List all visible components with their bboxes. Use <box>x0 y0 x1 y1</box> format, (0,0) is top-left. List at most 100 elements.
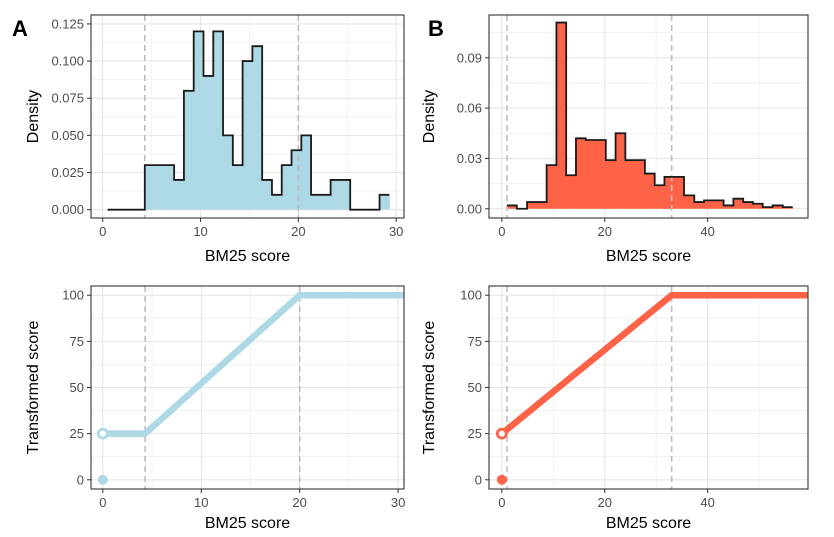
y-tick-label: 0.03 <box>457 151 482 166</box>
histogram-bar <box>664 176 675 209</box>
histogram-bar <box>566 175 577 209</box>
plot-body <box>107 15 390 218</box>
histogram-bar <box>694 202 705 209</box>
histogram-bar <box>183 90 195 210</box>
x-axis-title: BM25 score <box>606 248 691 265</box>
histogram-bar <box>330 179 341 210</box>
histogram-bar <box>507 205 518 209</box>
y-tick-label: 0.09 <box>457 50 482 65</box>
x-tick-label: 0 <box>99 224 106 239</box>
x-tick-label: 20 <box>292 495 306 510</box>
histogram-bar <box>311 194 322 210</box>
histogram-bar <box>674 176 685 209</box>
histogram-bar <box>536 202 548 209</box>
x-tick-label: 10 <box>194 495 208 510</box>
y-tick-label: 0.100 <box>51 54 84 69</box>
histogram-step-outline <box>507 21 793 210</box>
y-tick-label: 75 <box>70 334 84 349</box>
histogram-step-outline <box>107 30 390 211</box>
y-tick-label: 25 <box>468 426 482 441</box>
y-tick-label: 75 <box>468 334 482 349</box>
x-tick-label: 30 <box>391 495 405 510</box>
plot-body <box>495 286 808 489</box>
open-point-marker <box>495 427 508 440</box>
panel-b-density-histogram: 0 20 40 0.00 0.03 0.06 0.09 BM25 score Density <box>421 14 809 265</box>
y-axis-title: Density <box>421 90 438 143</box>
histogram-bar <box>644 173 656 209</box>
histogram-bar <box>595 139 607 209</box>
histogram-bar <box>527 202 538 209</box>
histogram-bar <box>575 138 587 209</box>
panel-letter-b: B <box>428 16 444 41</box>
x-tick-label: 0 <box>99 495 106 510</box>
histogram-bar <box>193 31 204 210</box>
y-tick-label: 0.050 <box>51 128 84 143</box>
histogram-bar <box>585 139 597 209</box>
x-tick-label: 40 <box>700 224 714 239</box>
x-axis-title: BM25 score <box>606 515 691 532</box>
transform-line <box>499 291 808 437</box>
histogram-bar <box>154 165 165 210</box>
x-tick-label: 0 <box>498 224 505 239</box>
x-tick-label: 0 <box>498 495 505 510</box>
y-tick-label: 0.06 <box>457 101 482 116</box>
y-tick-label: 0.125 <box>51 16 84 31</box>
filled-point-marker <box>496 474 507 485</box>
histogram-bar <box>546 165 557 209</box>
histogram-bar <box>271 194 283 210</box>
histogram-bar <box>242 61 253 210</box>
histogram-bar <box>713 200 725 209</box>
histogram-bar <box>164 165 175 210</box>
histogram-bar <box>723 205 734 209</box>
transform-line <box>102 291 404 437</box>
histogram-bar <box>635 160 646 209</box>
x-tick-label: 20 <box>291 224 305 239</box>
histogram-bar <box>625 160 636 209</box>
histogram-bar <box>144 165 156 210</box>
histogram-bar <box>281 165 293 210</box>
histogram-bar <box>252 46 263 210</box>
y-tick-label: 0.025 <box>51 165 84 180</box>
y-tick-label: 0.075 <box>51 91 84 106</box>
panel-letter-a: A <box>12 16 28 41</box>
x-axis-title: BM25 score <box>205 515 290 532</box>
y-tick-label: 0 <box>475 472 482 487</box>
panel-b-transform-line: 0 20 40 0 25 50 75 100 BM25 score Transformed sco… <box>421 285 809 532</box>
histogram-bar <box>743 202 754 209</box>
filled-point-marker <box>97 474 108 485</box>
histogram-bar <box>772 205 784 209</box>
y-tick-label: 100 <box>62 288 84 303</box>
histogram-bar <box>733 198 744 209</box>
histogram-bar <box>232 165 244 210</box>
histogram-bar <box>213 31 224 210</box>
histogram-bar <box>174 179 185 210</box>
histogram-bar <box>605 160 617 209</box>
y-tick-label: 0.00 <box>457 201 482 216</box>
histogram-bar <box>223 135 234 210</box>
histogram-bar <box>752 203 764 209</box>
x-tick-label: 20 <box>598 495 612 510</box>
histogram-bar <box>684 195 695 209</box>
y-tick-label: 50 <box>468 380 482 395</box>
y-tick-label: 0.000 <box>51 202 84 217</box>
x-tick-label: 30 <box>389 224 403 239</box>
histogram-bar <box>654 185 665 209</box>
histogram-bar <box>301 135 312 210</box>
x-tick-label: 20 <box>598 224 612 239</box>
panel-border <box>488 14 809 219</box>
x-axis-title: BM25 score <box>205 248 290 265</box>
y-tick-label: 0 <box>77 472 84 487</box>
histogram-bar <box>379 194 390 210</box>
y-axis-title: Transformed score <box>25 321 42 455</box>
histogram-bar <box>291 150 302 210</box>
y-tick-label: 25 <box>70 426 84 441</box>
panel-border <box>90 14 405 219</box>
histogram-bar <box>340 179 351 210</box>
histogram-bar <box>320 194 332 210</box>
histogram-bar <box>262 179 273 210</box>
histogram-bar <box>203 75 214 210</box>
panel-a-transform-line: 0 10 20 30 0 25 50 75 100 BM25 score Transformed s… <box>25 285 405 532</box>
x-tick-label: 10 <box>193 224 207 239</box>
histogram-bar <box>615 133 626 209</box>
